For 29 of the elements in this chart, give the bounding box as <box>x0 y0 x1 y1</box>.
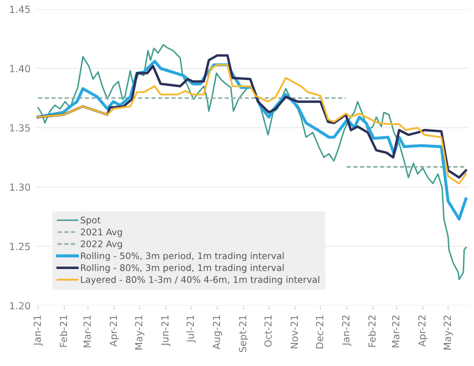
y-tick-label: 1.35 <box>10 124 30 132</box>
legend-label: Layered - 80% 1-3m / 40% 4-6m, 1m trading interval <box>81 276 320 285</box>
x-tick-label: Jul-21 <box>186 316 196 343</box>
x-tick-label: Dec-21 <box>316 316 324 348</box>
legend-label: Rolling - 50%, 3m period, 1m trading interval <box>81 252 284 261</box>
x-tick-label: May-21 <box>135 316 144 350</box>
x-tick-label: Jun-21 <box>161 316 170 346</box>
x-tick-label: Nov-21 <box>290 316 298 348</box>
x-tick-label: May-22 <box>444 316 453 350</box>
legend-label: Spot <box>80 216 100 226</box>
y-tick-label: 1.40 <box>10 64 30 72</box>
x-tick-label: Apr-21 <box>110 316 119 347</box>
x-tick-label: Sept-21 <box>238 316 248 352</box>
y-tick-label: 1.25 <box>10 242 30 250</box>
x-tick-label: Feb-22 <box>368 316 376 347</box>
y-tick-label: 1.45 <box>10 6 30 13</box>
legend-label: 2022 Avg <box>80 240 122 250</box>
legend-label: 2021 Avg <box>80 228 122 238</box>
x-tick-label: Aug-21 <box>212 316 222 350</box>
x-tick-label: Feb-21 <box>60 316 68 347</box>
legend-label: Rolling - 80%, 3m period, 1m trading interval <box>81 264 284 273</box>
x-tick-label: Mar-21 <box>83 316 91 348</box>
x-tick-label: Jan-22 <box>342 316 352 346</box>
x-tick-label: Oct-21 <box>264 316 272 347</box>
x-tick-label: Jan-21 <box>34 316 43 346</box>
x-tick-label: Mar-22 <box>392 316 400 348</box>
y-tick-label: 1.30 <box>10 184 30 191</box>
y-tick-label: 1.20 <box>10 302 30 310</box>
x-tick-label: Apr-22 <box>418 316 428 347</box>
